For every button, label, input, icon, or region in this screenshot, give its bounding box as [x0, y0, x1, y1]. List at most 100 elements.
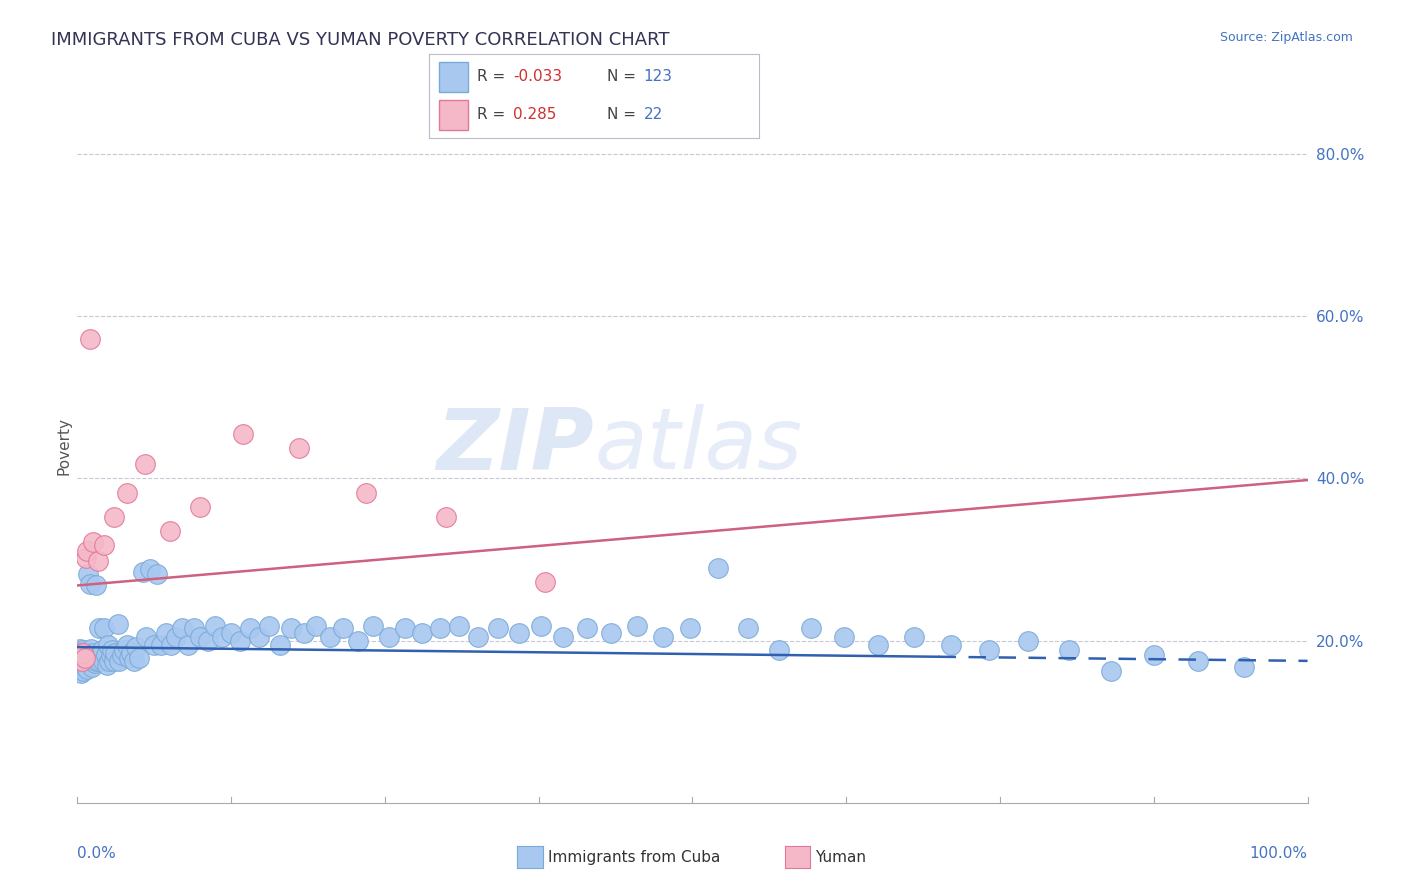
Point	[190, 500, 212, 514]
Point	[229, 633, 252, 648]
Point	[75, 646, 97, 660]
Point	[70, 662, 93, 676]
Point	[486, 622, 509, 636]
Text: Source: ZipAtlas.com: Source: ZipAtlas.com	[1219, 31, 1353, 45]
Point	[75, 654, 97, 668]
Point	[429, 622, 451, 636]
Point	[70, 657, 93, 671]
Point	[93, 622, 115, 636]
Point	[67, 657, 90, 672]
Point	[1017, 633, 1039, 648]
Point	[332, 622, 354, 636]
Point	[75, 550, 97, 565]
Point	[155, 625, 177, 640]
Point	[82, 648, 104, 663]
Point	[150, 638, 173, 652]
Point	[1099, 665, 1122, 679]
Point	[318, 630, 340, 644]
Point	[82, 646, 104, 660]
Point	[72, 665, 94, 679]
Point	[82, 659, 104, 673]
Point	[190, 630, 212, 644]
Point	[259, 619, 281, 633]
Point	[939, 638, 962, 652]
Point	[107, 617, 129, 632]
Point	[111, 648, 132, 663]
Point	[131, 565, 153, 579]
Point	[600, 625, 623, 640]
Point	[800, 622, 823, 636]
Text: IMMIGRANTS FROM CUBA VS YUMAN POVERTY CORRELATION CHART: IMMIGRANTS FROM CUBA VS YUMAN POVERTY CO…	[51, 31, 669, 49]
Point	[347, 633, 370, 648]
Point	[121, 646, 143, 660]
Point	[269, 638, 291, 652]
Point	[903, 630, 925, 644]
Text: atlas: atlas	[595, 404, 801, 488]
Point	[707, 560, 730, 574]
Point	[160, 638, 183, 652]
Point	[82, 651, 104, 665]
Point	[69, 651, 91, 665]
Point	[1187, 654, 1209, 668]
Point	[70, 651, 93, 665]
Text: Immigrants from Cuba: Immigrants from Cuba	[548, 850, 721, 864]
Text: Yuman: Yuman	[815, 850, 866, 864]
Point	[73, 648, 96, 663]
Point	[69, 654, 91, 668]
Point	[79, 577, 101, 591]
Text: N =: N =	[607, 70, 641, 85]
FancyBboxPatch shape	[439, 62, 468, 92]
Point	[89, 654, 111, 668]
Point	[436, 510, 458, 524]
Point	[93, 538, 115, 552]
Point	[70, 646, 93, 660]
Point	[90, 648, 112, 663]
Point	[305, 619, 328, 633]
Text: 22: 22	[644, 107, 662, 122]
Point	[626, 619, 648, 633]
Point	[67, 649, 90, 664]
Text: 0.0%: 0.0%	[77, 846, 117, 861]
Point	[832, 630, 855, 644]
Point	[76, 662, 98, 676]
Point	[76, 544, 98, 558]
Point	[69, 662, 91, 676]
Point	[80, 641, 103, 656]
Point	[87, 554, 110, 568]
Point	[768, 643, 790, 657]
Point	[75, 659, 97, 673]
Point	[977, 643, 1000, 657]
Point	[82, 534, 104, 549]
Point	[508, 625, 530, 640]
Point	[72, 643, 94, 657]
Point	[652, 630, 675, 644]
Point	[91, 654, 114, 668]
Point	[70, 666, 93, 681]
Point	[170, 622, 193, 636]
Point	[356, 486, 378, 500]
Point	[73, 651, 96, 665]
Point	[69, 646, 91, 660]
Point	[94, 648, 117, 663]
Point	[112, 643, 135, 657]
Y-axis label: Poverty: Poverty	[56, 417, 72, 475]
Point	[104, 646, 127, 660]
Point	[77, 567, 100, 582]
Point	[737, 622, 759, 636]
Point	[534, 575, 557, 590]
Point	[1233, 659, 1256, 673]
Point	[183, 622, 205, 636]
Point	[84, 654, 107, 668]
FancyBboxPatch shape	[439, 100, 468, 130]
Text: 123: 123	[644, 70, 672, 85]
Point	[211, 630, 233, 644]
Point	[377, 630, 399, 644]
Point	[122, 654, 145, 668]
Text: ZIP: ZIP	[436, 404, 595, 488]
Point	[118, 651, 141, 665]
Point	[125, 640, 148, 654]
Text: R =: R =	[477, 107, 515, 122]
Point	[146, 567, 169, 582]
Text: 0.285: 0.285	[513, 107, 557, 122]
Point	[79, 649, 101, 664]
